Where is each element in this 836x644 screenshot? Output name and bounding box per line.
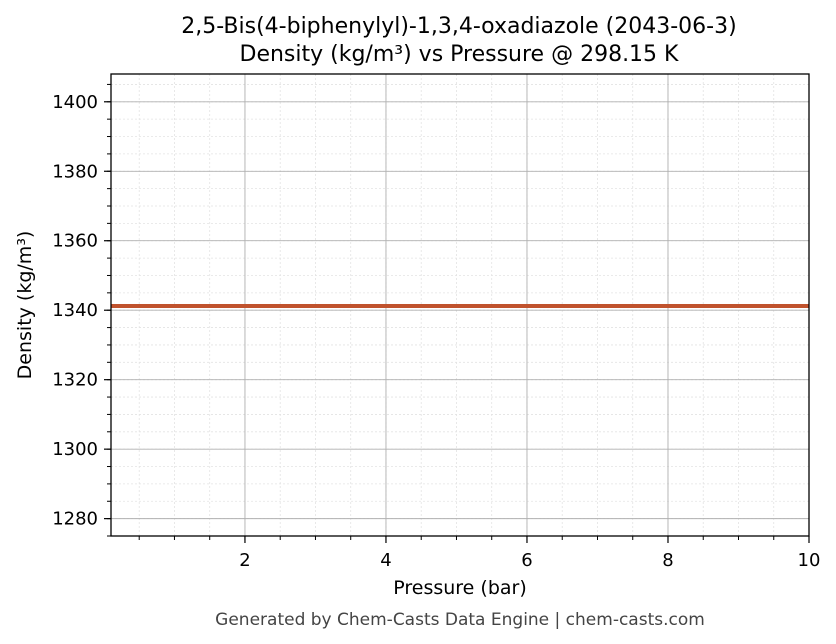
x-axis-label: Pressure (bar) bbox=[393, 577, 527, 599]
x-tick-label: 10 bbox=[798, 550, 821, 571]
x-tick-label: 8 bbox=[662, 550, 673, 571]
y-axis: 1280 1300 1320 1340 1360 1380 1400 bbox=[52, 83, 111, 537]
x-tick-label: 6 bbox=[521, 550, 532, 571]
x-axis: 2 4 6 8 10 bbox=[138, 536, 821, 571]
y-tick-label: 1300 bbox=[52, 439, 98, 460]
chart-title: 2,5-Bis(4-biphenylyl)-1,3,4-oxadiazole (… bbox=[181, 14, 736, 39]
y-tick-label: 1400 bbox=[52, 92, 98, 113]
plot-frame bbox=[110, 73, 810, 537]
chart-subtitle: Density (kg/m³) vs Pressure @ 298.15 K bbox=[240, 42, 680, 67]
y-tick-label: 1320 bbox=[52, 370, 98, 391]
y-tick-label: 1380 bbox=[52, 161, 98, 182]
y-tick-label: 1340 bbox=[52, 300, 98, 321]
y-tick-label: 1280 bbox=[52, 509, 98, 530]
footer-credit: Generated by Chem-Casts Data Engine | ch… bbox=[215, 610, 705, 630]
x-tick-label: 2 bbox=[239, 550, 250, 571]
y-axis-label: Density (kg/m³) bbox=[14, 231, 36, 380]
y-tick-label: 1360 bbox=[52, 231, 98, 252]
x-tick-label: 4 bbox=[380, 550, 391, 571]
